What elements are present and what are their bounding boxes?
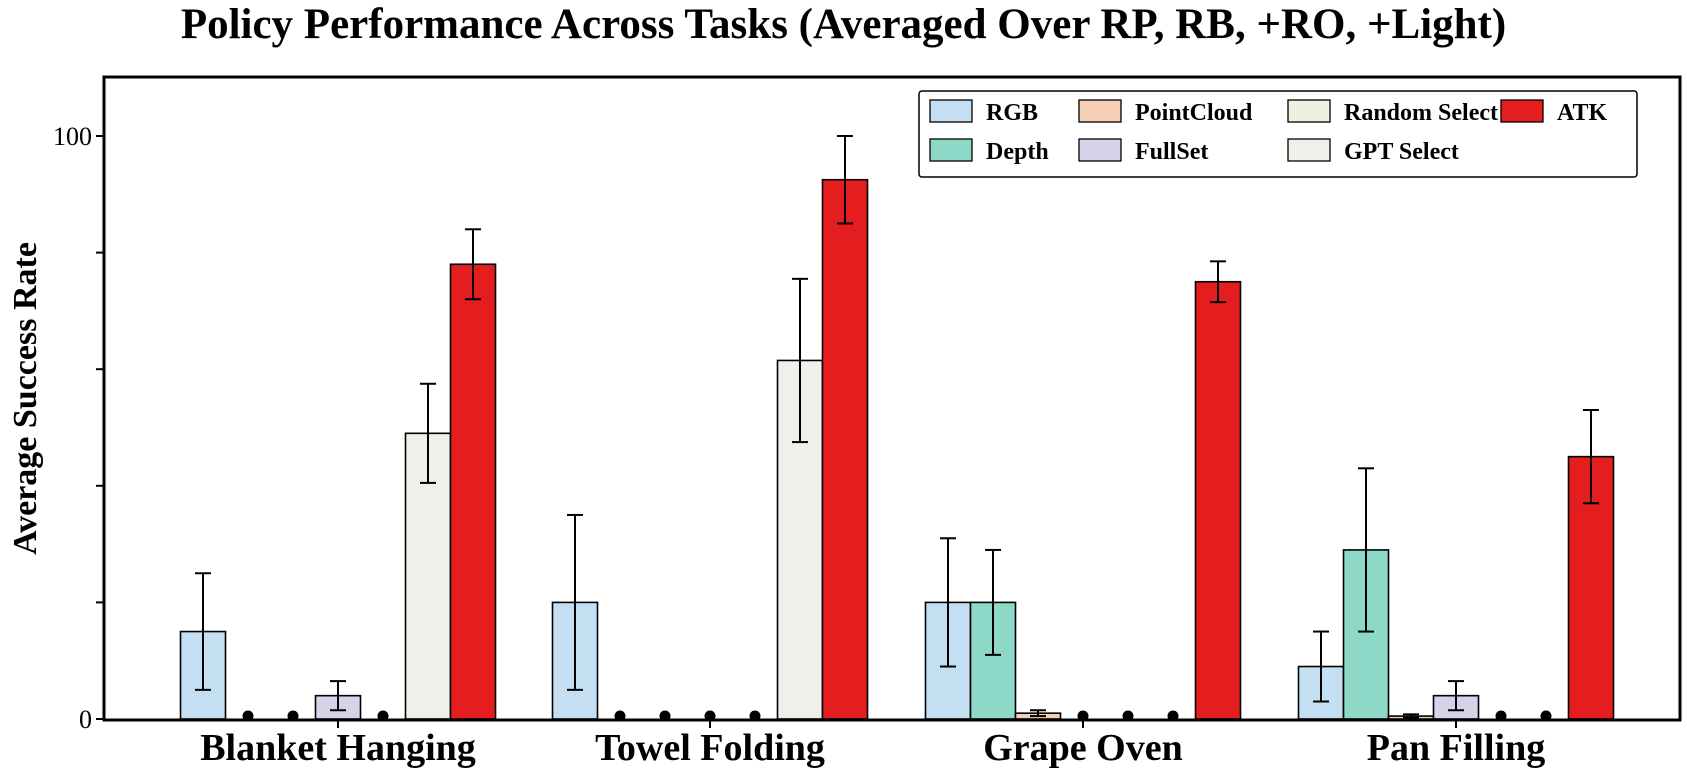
plot-frame bbox=[102, 75, 1682, 722]
legend-swatch bbox=[1500, 99, 1544, 123]
x-tick-label: Blanket Hanging bbox=[200, 727, 476, 769]
legend-swatch bbox=[1078, 99, 1122, 123]
legend-swatch bbox=[929, 99, 973, 123]
chart-title: Policy Performance Across Tasks (Average… bbox=[180, 1, 1507, 48]
legend-swatch bbox=[929, 138, 973, 162]
x-tick-label: Grape Oven bbox=[983, 727, 1182, 769]
legend-label: RGB bbox=[986, 100, 1038, 126]
bar bbox=[821, 178, 869, 720]
legend-swatch bbox=[1078, 138, 1122, 162]
legend-label: GPT Select bbox=[1344, 139, 1459, 165]
legend-label: Depth bbox=[986, 139, 1049, 165]
legend-label: FullSet bbox=[1135, 139, 1208, 165]
y-tick-label: 0 bbox=[79, 705, 92, 734]
axes-layer: 0 100 Average Success Rate Blanket Hanging T… bbox=[7, 75, 1682, 769]
x-tick-label: Towel Folding bbox=[595, 727, 825, 769]
legend: RGB Depth PointCloud FullSet Random Select GP… bbox=[918, 90, 1638, 178]
legend-swatch bbox=[1287, 99, 1331, 123]
y-tick-label: 100 bbox=[53, 122, 92, 151]
legend-label: Random Select bbox=[1344, 100, 1498, 126]
x-tick-label: Pan Filling bbox=[1367, 727, 1545, 769]
legend-label: ATK bbox=[1557, 100, 1608, 126]
legend-label: PointCloud bbox=[1135, 100, 1253, 126]
bar bbox=[449, 263, 497, 720]
legend-swatch bbox=[1287, 138, 1331, 162]
y-axis-label: Average Success Rate bbox=[7, 242, 44, 555]
bars-layer bbox=[179, 135, 1615, 722]
bar bbox=[1194, 280, 1242, 720]
